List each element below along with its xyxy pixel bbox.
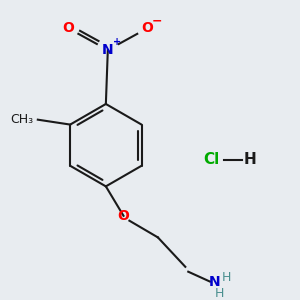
Text: +: +	[112, 37, 121, 47]
Text: H: H	[244, 152, 256, 167]
Text: O: O	[63, 21, 74, 35]
Text: O: O	[118, 209, 130, 223]
Text: −: −	[152, 14, 162, 27]
Text: Cl: Cl	[204, 152, 220, 167]
Text: O: O	[141, 21, 153, 35]
Text: N: N	[209, 274, 220, 289]
Text: CH₃: CH₃	[10, 113, 33, 126]
Text: H: H	[222, 271, 231, 284]
Text: H: H	[215, 287, 224, 300]
Text: N: N	[102, 43, 114, 57]
